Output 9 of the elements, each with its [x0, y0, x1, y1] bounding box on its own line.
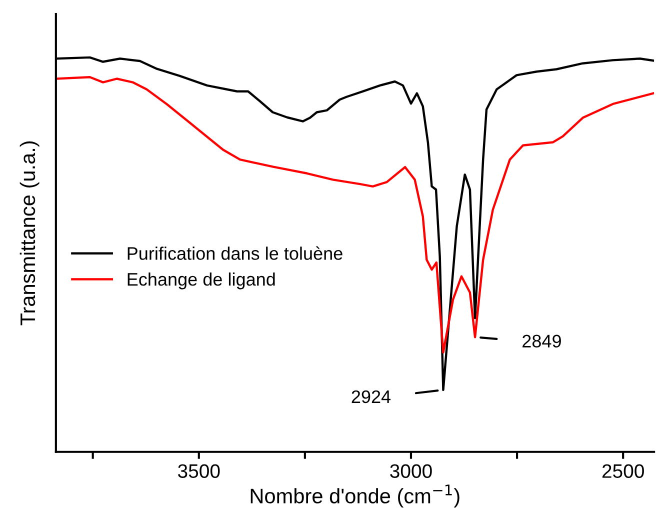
annotation: 2849	[522, 334, 561, 348]
x-tick-label: 3000	[390, 464, 432, 478]
y-axis-title: Transmittance (u.a.)	[20, 141, 40, 326]
annotation: 2924	[352, 390, 391, 404]
x-axis-title: Nombre d'onde (cm$^{−1}$)	[250, 484, 460, 508]
x-tick-label: 3500	[178, 464, 220, 478]
legend-label: Echange de ligand	[128, 272, 275, 290]
x-tick-label: 2500	[602, 464, 644, 478]
legend-label: Purification dans le toluène	[128, 246, 342, 260]
